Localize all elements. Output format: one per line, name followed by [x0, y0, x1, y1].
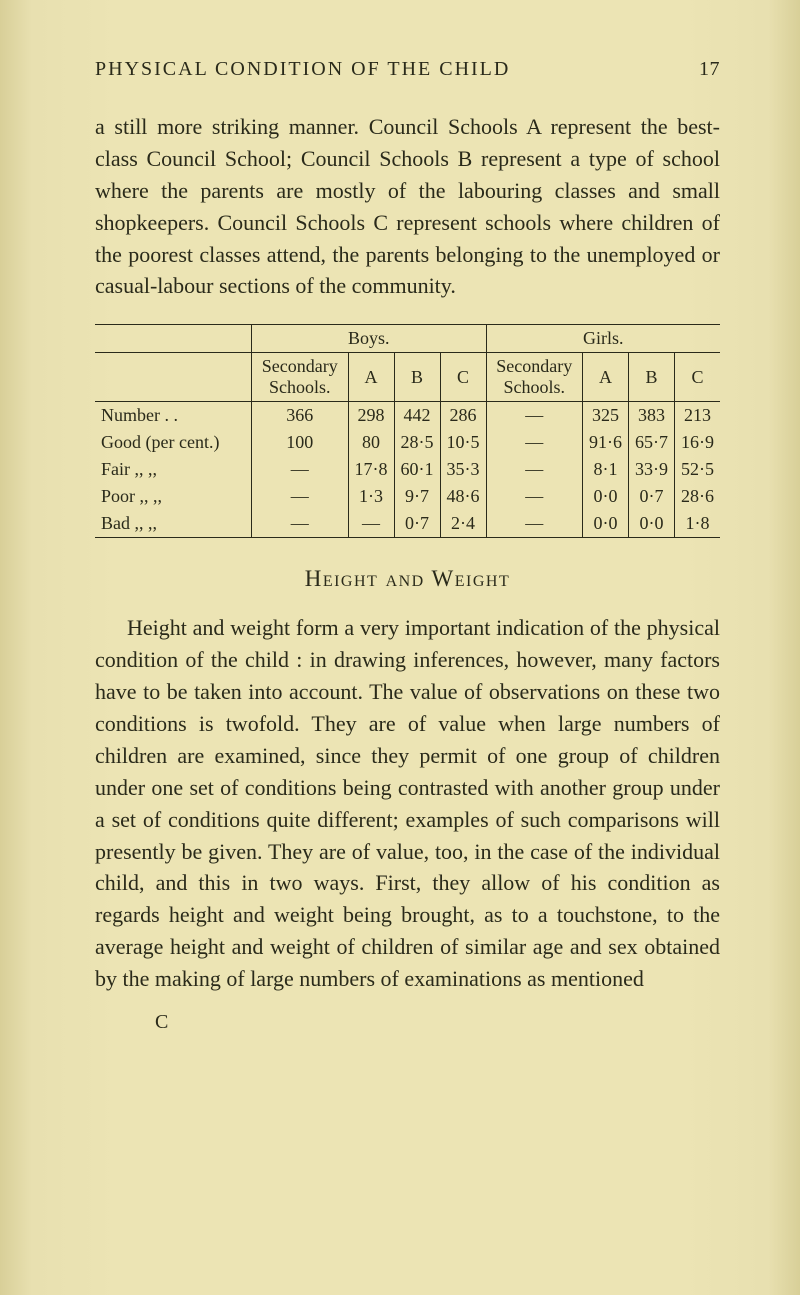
table-row-label: Bad ,, ,, — [95, 510, 252, 538]
table-cell: 28·5 — [394, 429, 440, 456]
table-col-sec-girls: Secondary Schools. — [486, 353, 583, 402]
table-row: Number . . 366 298 442 286 — 325 383 213 — [95, 402, 720, 430]
table-cell: 325 — [583, 402, 629, 430]
table-cell: 80 — [348, 429, 394, 456]
table-cell: — — [486, 429, 583, 456]
table-row-label: Number . . — [95, 402, 252, 430]
table-row: Fair ,, ,, — 17·8 60·1 35·3 — 8·1 33·9 5… — [95, 456, 720, 483]
condition-table: Boys. Girls. Secondary Schools. A B C Se… — [95, 324, 720, 538]
table-col-c-boys: C — [440, 353, 486, 402]
table-cell: 91·6 — [583, 429, 629, 456]
table-row-label: Good (per cent.) — [95, 429, 252, 456]
table-stub-blank2 — [95, 353, 252, 402]
table-cell: 28·6 — [675, 483, 721, 510]
table-group-girls: Girls. — [486, 325, 720, 353]
table-row: Good (per cent.) 100 80 28·5 10·5 — 91·6… — [95, 429, 720, 456]
table-cell: 10·5 — [440, 429, 486, 456]
table-cell: 52·5 — [675, 456, 721, 483]
table-cell: — — [486, 510, 583, 538]
table-row: Poor ,, ,, — 1·3 9·7 48·6 — 0·0 0·7 28·6 — [95, 483, 720, 510]
table-col-c-girls: C — [675, 353, 721, 402]
table-col-a-boys: A — [348, 353, 394, 402]
signature-mark: C — [95, 1011, 720, 1034]
table-cell: 0·0 — [583, 510, 629, 538]
table-cell: 1·3 — [348, 483, 394, 510]
table-col-b-boys: B — [394, 353, 440, 402]
page-number: 17 — [699, 58, 720, 81]
table-cell: 442 — [394, 402, 440, 430]
table-cell: 33·9 — [629, 456, 675, 483]
table-group-boys: Boys. — [252, 325, 487, 353]
table-row: Bad ,, ,, — — 0·7 2·4 — 0·0 0·0 1·8 — [95, 510, 720, 538]
table-cell: 0·7 — [394, 510, 440, 538]
table-cell: 298 — [348, 402, 394, 430]
table-cell: 60·1 — [394, 456, 440, 483]
table-cell: — — [252, 456, 349, 483]
table-cell: — — [252, 483, 349, 510]
running-title: PHYSICAL CONDITION OF THE CHILD — [95, 58, 510, 81]
paragraph-2: Height and weight form a very important … — [95, 612, 720, 995]
table-cell: 383 — [629, 402, 675, 430]
table-cell: 35·3 — [440, 456, 486, 483]
table-cell: 17·8 — [348, 456, 394, 483]
table-cell: 0·0 — [629, 510, 675, 538]
table: Boys. Girls. Secondary Schools. A B C Se… — [95, 324, 720, 538]
table-cell: 100 — [252, 429, 349, 456]
table-cell: — — [486, 483, 583, 510]
table-cell: — — [486, 456, 583, 483]
table-cell: — — [348, 510, 394, 538]
table-row-label: Fair ,, ,, — [95, 456, 252, 483]
running-head: PHYSICAL CONDITION OF THE CHILD 17 — [95, 58, 720, 81]
table-col-b-girls: B — [629, 353, 675, 402]
table-cell: 16·9 — [675, 429, 721, 456]
table-cell: 213 — [675, 402, 721, 430]
table-cell: 0·7 — [629, 483, 675, 510]
table-cell: 8·1 — [583, 456, 629, 483]
table-cell: 366 — [252, 402, 349, 430]
table-cell: 9·7 — [394, 483, 440, 510]
table-row-label: Poor ,, ,, — [95, 483, 252, 510]
table-col-sec-boys: Secondary Schools. — [252, 353, 349, 402]
section-heading: Height and Weight — [95, 566, 720, 592]
table-cell: 65·7 — [629, 429, 675, 456]
table-stub-blank — [95, 325, 252, 353]
table-cell: 2·4 — [440, 510, 486, 538]
table-cell: — — [252, 510, 349, 538]
paragraph-1: a still more striking manner. Council Sc… — [95, 111, 720, 302]
table-cell: 0·0 — [583, 483, 629, 510]
table-col-a-girls: A — [583, 353, 629, 402]
table-cell: 48·6 — [440, 483, 486, 510]
table-cell: 286 — [440, 402, 486, 430]
table-cell: 1·8 — [675, 510, 721, 538]
page: PHYSICAL CONDITION OF THE CHILD 17 a sti… — [0, 0, 800, 1295]
table-cell: — — [486, 402, 583, 430]
